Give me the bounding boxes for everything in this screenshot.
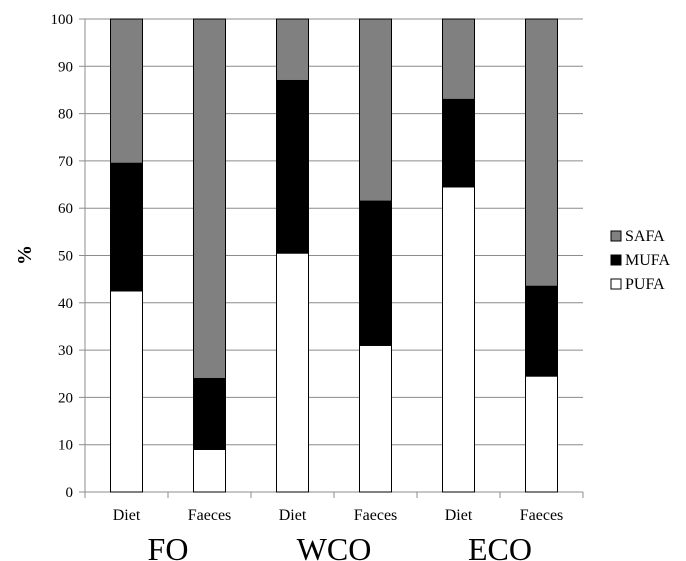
legend-swatch-safa xyxy=(610,230,622,242)
y-tick-label: 100 xyxy=(51,12,74,28)
group-label: FO xyxy=(148,531,189,561)
group-label: WCO xyxy=(297,531,372,561)
bar-segment-pufa xyxy=(442,186,475,493)
x-category-label: Faeces xyxy=(188,507,232,524)
bar-segment-mufa xyxy=(442,98,475,188)
y-tick-label: 60 xyxy=(58,201,73,217)
x-category-label: Faeces xyxy=(354,507,398,524)
y-tick-label: 50 xyxy=(58,249,73,265)
bar-segment-mufa xyxy=(525,285,558,377)
bar-segment-pufa xyxy=(110,290,143,493)
legend-label-pufa: PUFA xyxy=(625,276,665,293)
bar-segment-pufa xyxy=(276,252,309,493)
x-category-label: Diet xyxy=(445,507,473,524)
bar-segment-mufa xyxy=(193,377,226,450)
y-axis-label: % xyxy=(14,245,36,265)
bar-segment-safa xyxy=(525,18,558,287)
bar-segment-mufa xyxy=(110,162,143,292)
bars xyxy=(110,18,558,493)
bar-segment-safa xyxy=(193,18,226,379)
y-tick-label: 90 xyxy=(58,59,73,75)
bar-segment-safa xyxy=(359,18,392,202)
bar-segment-pufa xyxy=(193,448,226,493)
bar-segment-safa xyxy=(442,18,475,100)
bar-segment-mufa xyxy=(276,79,309,254)
bar-segment-pufa xyxy=(525,375,558,493)
y-tick-label: 70 xyxy=(58,154,73,170)
y-tick-label: 80 xyxy=(58,107,73,123)
legend-swatch-mufa xyxy=(610,254,622,266)
x-category-label: Diet xyxy=(279,507,307,524)
group-labels: FO WCO ECO xyxy=(148,531,532,561)
y-tick-label: 30 xyxy=(58,343,73,359)
gridlines xyxy=(79,18,583,493)
x-category-label: Diet xyxy=(113,507,141,524)
bar-segment-pufa xyxy=(359,344,392,493)
axes xyxy=(84,19,584,498)
group-label: ECO xyxy=(468,531,532,561)
y-tick-labels: 0 10 20 30 40 50 60 70 80 90 100 xyxy=(51,12,74,501)
y-tick-label: 0 xyxy=(66,485,74,501)
y-tick-label: 20 xyxy=(58,390,73,406)
bar-segment-safa xyxy=(110,18,143,164)
x-category-labels: Diet Faeces Diet Faeces Diet Faeces xyxy=(113,507,564,524)
legend-swatch-pufa xyxy=(610,278,622,290)
bar-segment-mufa xyxy=(359,200,392,346)
legend-label-mufa: MUFA xyxy=(625,252,670,269)
x-category-label: Faeces xyxy=(520,507,564,524)
y-tick-label: 10 xyxy=(58,438,73,454)
bar-segment-safa xyxy=(276,18,309,81)
legend-label-safa: SAFA xyxy=(625,228,665,245)
y-tick-label: 40 xyxy=(58,296,73,312)
legend: SAFA MUFA PUFA xyxy=(610,228,670,293)
